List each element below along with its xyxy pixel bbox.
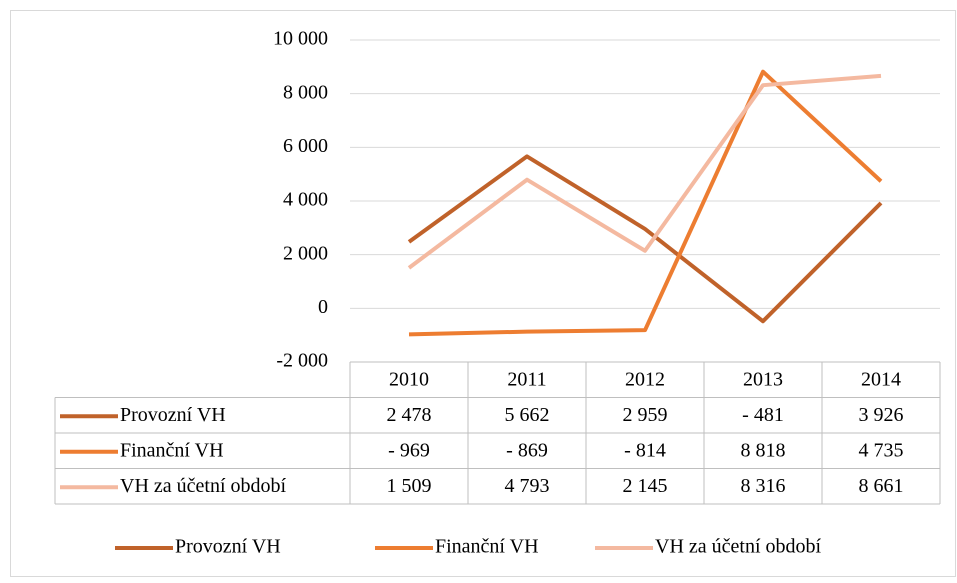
- y-tick-label: 6 000: [283, 135, 328, 157]
- chart-frame: [10, 10, 956, 577]
- table-cell: 5 662: [505, 404, 550, 426]
- table-cell: 2 145: [623, 475, 668, 497]
- table-cell: - 481: [742, 404, 784, 426]
- table-cell: 4 735: [859, 439, 904, 461]
- series-line: [407, 154, 883, 324]
- legend-label: VH za účetní období: [655, 536, 822, 558]
- x-tick-label: 2014: [861, 368, 901, 390]
- table-cell: 8 316: [741, 475, 786, 497]
- table-cell: 4 793: [505, 475, 550, 497]
- table-cell: 1 509: [387, 475, 432, 497]
- x-tick-label: 2013: [743, 368, 783, 390]
- table-row-label: VH za účetní období: [120, 475, 287, 497]
- x-tick-label: 2012: [625, 368, 665, 390]
- table-cell: - 869: [506, 439, 548, 461]
- series-line: [408, 69, 883, 337]
- y-tick-label: -2 000: [276, 350, 328, 372]
- series-line: [407, 73, 882, 270]
- y-tick-label: 8 000: [283, 81, 328, 103]
- table-cell: 8 661: [859, 475, 904, 497]
- y-tick-label: 2 000: [283, 242, 328, 264]
- y-tick-label: 0: [318, 296, 328, 318]
- table-cell: 8 818: [741, 439, 786, 461]
- legend-label: Finanční VH: [435, 536, 539, 558]
- table-cell: - 814: [624, 439, 666, 461]
- table-cell: 3 926: [859, 404, 904, 426]
- table-cell: 2 478: [387, 404, 432, 426]
- table-cell: 2 959: [623, 404, 668, 426]
- y-tick-label: 10 000: [273, 28, 328, 50]
- table-cell: - 969: [388, 439, 430, 461]
- table-row-label: Finanční VH: [120, 439, 224, 461]
- legend-label: Provozní VH: [175, 536, 281, 558]
- y-tick-label: 4 000: [283, 189, 328, 211]
- x-tick-label: 2011: [507, 368, 546, 390]
- x-tick-label: 2010: [389, 368, 429, 390]
- table-row-label: Provozní VH: [120, 404, 226, 426]
